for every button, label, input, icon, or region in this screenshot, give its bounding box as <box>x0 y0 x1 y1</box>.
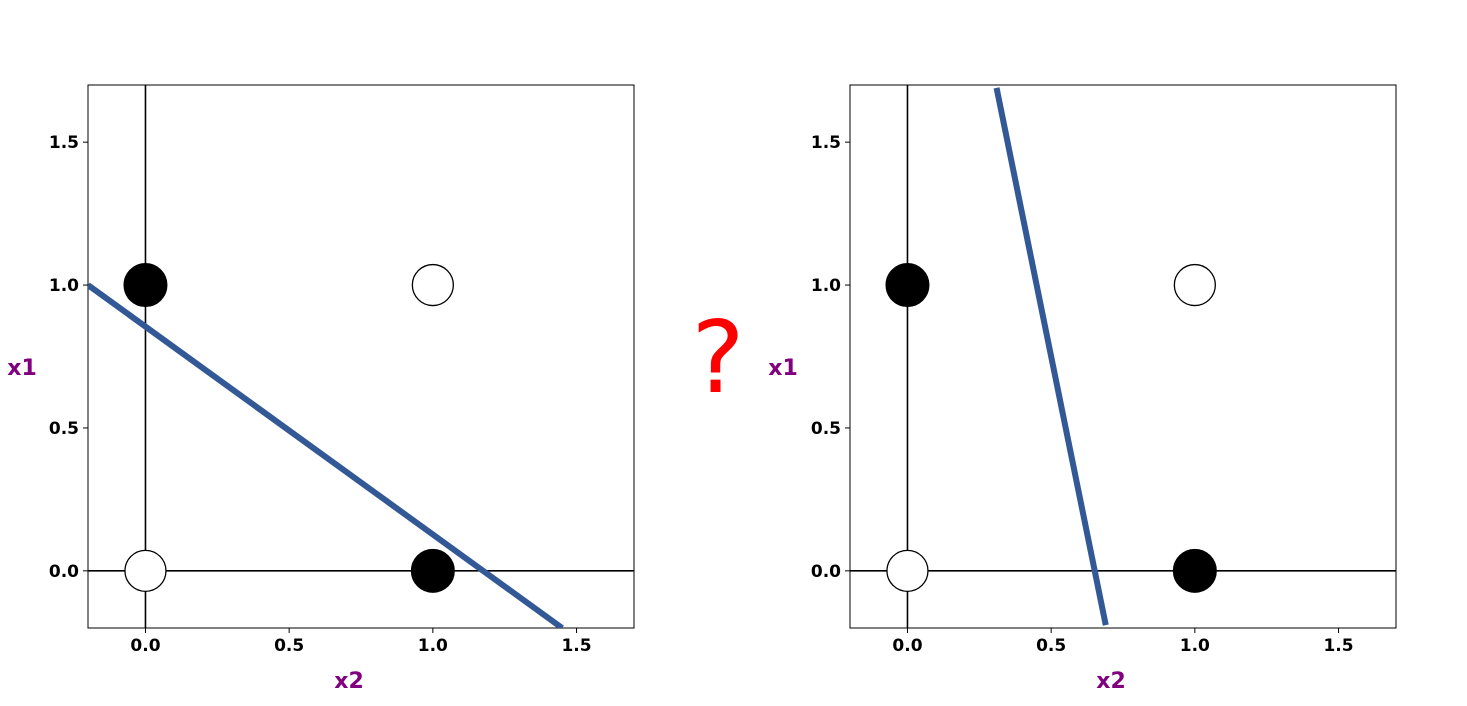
decision-boundary-line <box>993 87 1109 626</box>
question-mark: ? <box>691 299 744 416</box>
y-tick-label: 0.0 <box>49 562 79 582</box>
x-tick-label: 0.0 <box>892 636 922 656</box>
y-axis-title: x1 <box>768 356 798 381</box>
x-tick-label: 1.5 <box>561 636 591 656</box>
plot-frame <box>849 84 1397 629</box>
filled-point <box>1172 548 1217 593</box>
filled-point <box>410 548 455 593</box>
y-tick-label: 1.0 <box>49 276 79 296</box>
hollow-point <box>1173 263 1216 307</box>
x-axis-title: x2 <box>334 669 364 694</box>
x-axis-title: x2 <box>1096 669 1126 694</box>
hollow-point <box>124 549 167 592</box>
x-tick-label: 1.5 <box>1323 636 1353 656</box>
hollow-point <box>886 549 929 592</box>
y-tick-label: 1.0 <box>811 276 841 296</box>
decision-boundary-line <box>88 282 564 628</box>
filled-point <box>885 263 930 308</box>
x-tick-label: 0.0 <box>130 636 160 656</box>
x-tick-label: 0.5 <box>274 636 304 656</box>
x-tick-label: 0.5 <box>1036 636 1066 656</box>
y-tick-label: 0.5 <box>49 419 79 439</box>
right-plot: 0.0 0.5 1.0 1.5 0.0 0.5 1.0 1.5 x2 x1 <box>768 84 1397 694</box>
x-tick-label: 1.0 <box>418 636 448 656</box>
y-axis-title: x1 <box>7 356 37 381</box>
y-tick-label: 0.5 <box>811 419 841 439</box>
y-tick-label: 0.0 <box>811 562 841 582</box>
filled-point <box>123 263 168 308</box>
y-tick-label: 1.5 <box>811 133 841 153</box>
y-tick-label: 1.5 <box>49 133 79 153</box>
hollow-point <box>411 263 454 307</box>
plot-frame <box>87 84 635 629</box>
left-plot: 0.0 0.5 1.0 1.5 0.0 0.5 1.0 1.5 x2 x1 <box>7 84 635 694</box>
x-tick-label: 1.0 <box>1180 636 1210 656</box>
